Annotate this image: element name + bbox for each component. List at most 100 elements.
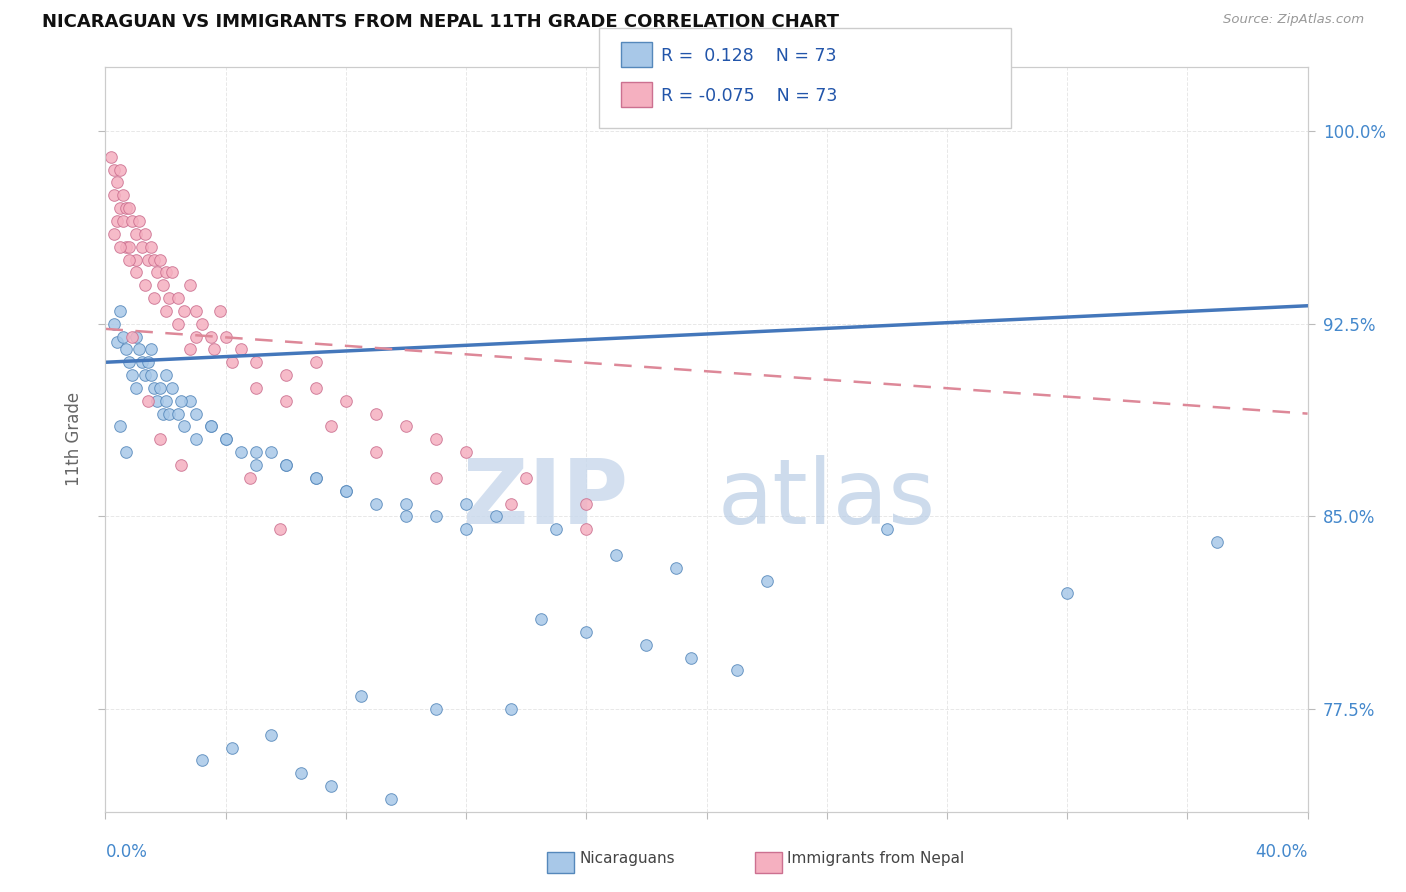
Point — [115, 201, 138, 215]
Point — [456, 445, 478, 459]
Point — [364, 407, 387, 421]
Point — [152, 278, 174, 293]
Point — [229, 343, 252, 357]
Point — [103, 227, 125, 241]
Point — [364, 445, 387, 459]
Point — [755, 574, 778, 588]
Text: 0.0%: 0.0% — [105, 843, 148, 861]
Point — [160, 265, 183, 279]
Point — [380, 792, 402, 806]
Point — [142, 381, 165, 395]
Point — [456, 522, 478, 536]
Point — [575, 624, 598, 639]
Point — [221, 740, 243, 755]
Point — [157, 407, 180, 421]
Point — [173, 419, 195, 434]
Point — [245, 458, 267, 472]
Point — [145, 393, 167, 408]
Point — [214, 432, 236, 446]
Text: atlas: atlas — [717, 455, 936, 543]
Point — [546, 522, 568, 536]
Point — [260, 445, 283, 459]
Text: Nicaraguans: Nicaraguans — [579, 851, 675, 866]
Point — [200, 419, 222, 434]
Point — [395, 496, 418, 510]
Point — [118, 252, 141, 267]
Point — [157, 291, 180, 305]
Point — [134, 278, 156, 293]
Point — [605, 548, 627, 562]
Point — [148, 381, 170, 395]
Point — [425, 471, 447, 485]
Point — [725, 664, 748, 678]
Point — [681, 650, 703, 665]
Point — [208, 304, 231, 318]
Point — [121, 214, 143, 228]
Point — [169, 393, 191, 408]
Point — [110, 162, 132, 177]
Point — [501, 702, 523, 716]
Point — [103, 162, 125, 177]
Point — [319, 419, 342, 434]
Point — [136, 355, 159, 369]
Point — [229, 445, 252, 459]
Point — [274, 458, 297, 472]
Point — [166, 407, 188, 421]
Point — [425, 432, 447, 446]
Point — [485, 509, 508, 524]
Point — [335, 483, 357, 498]
Point — [184, 329, 207, 343]
Point — [260, 728, 283, 742]
Point — [179, 278, 201, 293]
Point — [118, 201, 141, 215]
Point — [124, 381, 146, 395]
Point — [121, 329, 143, 343]
Point — [139, 240, 162, 254]
Point — [145, 265, 167, 279]
Point — [166, 317, 188, 331]
Point — [456, 496, 478, 510]
Point — [131, 355, 153, 369]
Point — [118, 355, 141, 369]
Point — [131, 240, 153, 254]
Point — [665, 560, 688, 574]
Point — [107, 176, 129, 190]
Y-axis label: 11th Grade: 11th Grade — [65, 392, 83, 486]
Point — [501, 496, 523, 510]
Point — [103, 317, 125, 331]
Point — [124, 329, 146, 343]
Point — [124, 265, 146, 279]
Point — [515, 471, 537, 485]
Point — [290, 766, 312, 780]
Point — [184, 432, 207, 446]
Point — [110, 240, 132, 254]
Point — [128, 343, 150, 357]
Point — [110, 304, 132, 318]
Point — [350, 689, 373, 703]
Point — [155, 304, 177, 318]
Point — [214, 432, 236, 446]
Point — [110, 201, 132, 215]
Point — [575, 496, 598, 510]
Point — [395, 509, 418, 524]
Point — [103, 188, 125, 202]
Point — [245, 381, 267, 395]
Point — [121, 368, 143, 383]
Text: ZIP: ZIP — [463, 455, 628, 543]
Point — [142, 252, 165, 267]
Point — [100, 150, 122, 164]
Point — [335, 393, 357, 408]
Point — [134, 227, 156, 241]
Point — [155, 393, 177, 408]
Point — [530, 612, 553, 626]
Point — [136, 393, 159, 408]
Point — [190, 753, 212, 767]
Point — [118, 240, 141, 254]
Point — [200, 329, 222, 343]
Point — [214, 329, 236, 343]
Point — [179, 343, 201, 357]
Point — [245, 355, 267, 369]
Point — [274, 458, 297, 472]
Point — [274, 368, 297, 383]
Point — [305, 355, 328, 369]
